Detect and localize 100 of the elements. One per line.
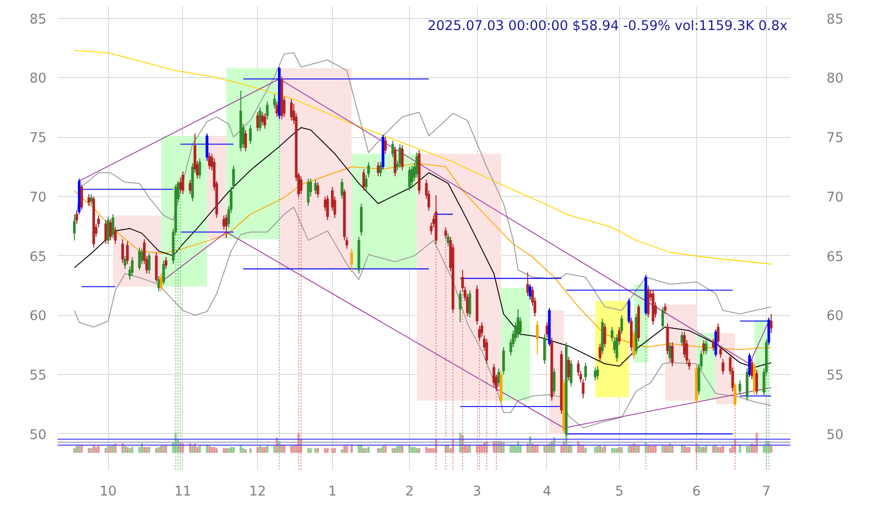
bar (290, 446, 292, 453)
bar (90, 448, 92, 453)
bar (128, 448, 131, 453)
candlestick (155, 252, 158, 282)
bar (662, 446, 664, 453)
bar (748, 446, 751, 453)
text: 2025.07.03 00:00:00 $58.94 -0.59% vol:1159.3K 0.8x (428, 19, 788, 34)
candlestick (570, 360, 572, 387)
candlestick (668, 342, 672, 362)
candlestick (276, 100, 278, 118)
candlestick (620, 314, 624, 335)
bar (382, 446, 384, 453)
y2-tick-label: 55 (826, 368, 844, 384)
candlestick (256, 112, 259, 132)
bar (107, 446, 110, 453)
bar (126, 446, 129, 453)
candlestick (114, 226, 117, 244)
candlestick (415, 152, 418, 178)
candlestick (502, 346, 505, 376)
candlestick (138, 246, 141, 271)
bar (230, 446, 232, 453)
candlestick (666, 322, 669, 355)
candlestick (543, 334, 546, 364)
bar (160, 446, 162, 453)
bar (362, 448, 365, 453)
bar (155, 448, 158, 453)
y-tick-label: 70 (30, 190, 47, 206)
bar (334, 448, 336, 453)
bar (324, 448, 326, 453)
candlestick (314, 179, 317, 195)
y-tick-label: 65 (30, 250, 47, 265)
candlestick (258, 106, 262, 132)
bar (340, 449, 344, 453)
candlestick (770, 313, 773, 334)
candlestick (664, 302, 666, 314)
bar (430, 448, 432, 453)
bar (228, 448, 230, 453)
candlestick (266, 100, 269, 120)
bar (310, 448, 312, 453)
bar (76, 446, 78, 453)
bar (146, 446, 148, 453)
bar (158, 446, 160, 453)
bar (109, 446, 112, 453)
bar (594, 446, 596, 453)
bar (162, 446, 165, 453)
bar (413, 446, 416, 453)
bar (384, 446, 387, 453)
bar (225, 448, 228, 453)
x-tick-label: 1 (328, 484, 337, 500)
bar (686, 446, 688, 453)
line-series (74, 50, 772, 265)
candlestick (300, 176, 302, 195)
bar (326, 448, 329, 453)
x-tick-label: 5 (615, 484, 624, 500)
bar (208, 446, 210, 453)
x-tick-label: 6 (692, 484, 701, 500)
bar (292, 446, 295, 453)
candlestick (598, 343, 602, 362)
bar (702, 446, 705, 453)
bar (256, 446, 259, 453)
candlestick (712, 338, 715, 352)
candlestick (719, 346, 722, 358)
candlestick (384, 136, 387, 154)
bar (73, 448, 76, 453)
candlestick (261, 112, 264, 126)
candlestick (249, 124, 252, 145)
candlestick (596, 366, 599, 380)
bar (216, 448, 218, 453)
candlestick (738, 380, 742, 396)
candlestick (716, 322, 720, 346)
bar (343, 446, 346, 453)
bar (148, 446, 150, 453)
candlestick (340, 178, 344, 200)
bar (408, 446, 411, 453)
y2-tick-label: 85 (826, 12, 844, 28)
bar (307, 448, 310, 453)
bar (94, 446, 98, 453)
candlestick (157, 275, 160, 292)
bar (628, 446, 630, 453)
candlestick (224, 214, 228, 238)
candlestick (661, 306, 664, 330)
candlestick (130, 256, 134, 276)
candlestick (632, 330, 636, 360)
candlestick (400, 144, 404, 171)
bar (410, 446, 414, 453)
y-tick-label: 55 (30, 368, 47, 384)
x-tick-label: 4 (542, 484, 552, 500)
bar (394, 448, 396, 453)
candlestick (124, 255, 126, 270)
candlestick (109, 218, 112, 241)
candlestick (536, 320, 539, 355)
bar (717, 446, 720, 453)
bar (719, 446, 722, 453)
bar (396, 446, 399, 453)
bar (770, 446, 772, 453)
candlestick (748, 352, 751, 378)
bar (613, 448, 616, 453)
candlestick (478, 325, 481, 342)
bar (722, 446, 724, 453)
y-tick-label: 75 (30, 131, 47, 146)
